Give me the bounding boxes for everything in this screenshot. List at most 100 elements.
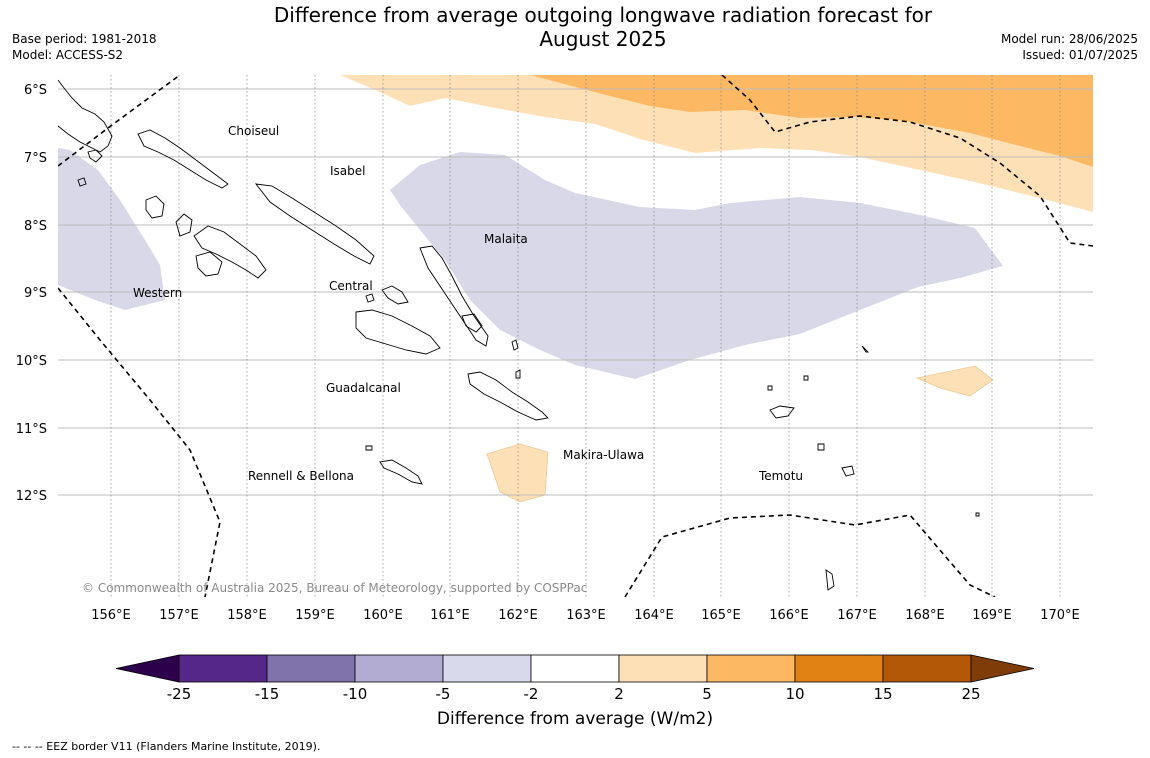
lat-label: 11°S: [16, 422, 47, 437]
coastlines: [58, 79, 980, 591]
lon-label: 163°E: [566, 608, 606, 623]
small-island-coast: [841, 465, 855, 477]
region-label-western: Western: [133, 286, 182, 300]
colorbar-tick-label: 25: [961, 685, 980, 703]
latitude-labels: 6°S 7°S 8°S 9°S 10°S 11°S 12°S: [16, 83, 47, 504]
region-label-guadalcanal: Guadalcanal: [326, 381, 401, 395]
region-label-isabel: Isabel: [330, 164, 365, 178]
eez-border-south-east: [624, 514, 996, 597]
small-island-coast: [803, 375, 809, 381]
colorbar-segment: [442, 654, 532, 683]
shortland-coast: [145, 195, 165, 219]
meta-left: Base period: 1981-2018 Model: ACCESS-S2: [12, 31, 157, 63]
issued-text: Issued: 01/07/2025: [1022, 48, 1138, 62]
colorbar-tick-label: -10: [343, 685, 368, 703]
colorbar-segment: [706, 654, 796, 683]
new-georgia-coast: [175, 213, 193, 237]
model-run-text: Model run: 28/06/2025: [1000, 32, 1138, 46]
lon-label: 164°E: [634, 608, 674, 623]
lat-label: 6°S: [24, 83, 47, 98]
eez-border-west: [58, 287, 221, 597]
meta-right: Model run: 28/06/2025 Issued: 01/07/2025: [1001, 31, 1138, 63]
province-labels: Choiseul Isabel Malaita Western Central …: [133, 124, 803, 483]
vella-lavella-coast: [195, 251, 223, 277]
region-label-central: Central: [329, 279, 373, 293]
lat-label: 7°S: [24, 151, 47, 166]
region-label-rennell-bellona: Rennell & Bellona: [248, 469, 354, 483]
santa-cruz-coast: [769, 405, 795, 419]
rennell-coast: [379, 459, 423, 485]
region-label-temotu: Temotu: [758, 469, 803, 483]
lon-label: 160°E: [363, 608, 403, 623]
small-island-coast: [825, 569, 835, 591]
colorbar-title: Difference from average (W/m2): [436, 709, 714, 729]
colorbar-arrow-high: [970, 654, 1035, 683]
small-malaita-coast: [461, 313, 483, 333]
colorbar-tick-label: 5: [702, 685, 712, 703]
colorbar-tick-label: -5: [436, 685, 451, 703]
title-line-1: Difference from average outgoing longwav…: [273, 3, 933, 27]
bougainville-coast: [58, 79, 113, 153]
lon-label: 159°E: [295, 608, 335, 623]
small-island-coast: [511, 339, 519, 351]
colorbar-segment: [530, 654, 620, 683]
colorbar-segment: [794, 654, 884, 683]
colorbar-tick-label: 10: [785, 685, 804, 703]
makira-coast: [467, 371, 549, 421]
longitude-labels: 156°E 157°E 158°E 159°E 160°E 161°E 162°…: [91, 608, 1080, 623]
anomaly-shading: [58, 75, 1093, 503]
lon-label: 165°E: [701, 608, 741, 623]
small-island-coast: [87, 149, 103, 163]
eez-border-north-east: [721, 75, 1093, 247]
colorbar-ticks: -25 -15 -10 -5 -2 2 5 10 15 25: [167, 685, 981, 703]
colorbar-segment: [618, 654, 708, 683]
bellona-coast: [365, 445, 373, 451]
lon-label: 168°E: [905, 608, 945, 623]
lon-label: 156°E: [91, 608, 131, 623]
model-text: Model: ACCESS-S2: [12, 48, 124, 62]
lon-label: 158°E: [227, 608, 267, 623]
copyright-text: © Commonwealth of Australia 2025, Bureau…: [82, 581, 587, 595]
region-label-malaita: Malaita: [484, 232, 528, 246]
colorbar-tick-label: 15: [873, 685, 892, 703]
colorbar: -25 -15 -10 -5 -2 2 5 10 15 25: [115, 654, 1035, 703]
colorbar-tick-label: 2: [614, 685, 624, 703]
choiseul-coast: [137, 129, 229, 189]
small-island-coast: [767, 385, 773, 391]
anomaly-area-pos-north-dark: [530, 75, 1093, 167]
anomaly-area-pos-east-small: [915, 365, 994, 397]
region-label-choiseul: Choiseul: [228, 124, 279, 138]
lon-label: 169°E: [972, 608, 1012, 623]
lat-label: 8°S: [24, 219, 47, 234]
anomaly-area-neg-west: [58, 148, 165, 310]
eez-border-north-west: [58, 75, 181, 167]
malaita-coast: [419, 245, 489, 347]
colorbar-tick-label: -25: [167, 685, 192, 703]
lon-label: 157°E: [159, 608, 199, 623]
colorbar-segments: [115, 654, 1035, 683]
lat-label: 10°S: [16, 354, 47, 369]
guadalcanal-coast: [355, 309, 441, 355]
anomaly-area-neg-central: [390, 152, 1003, 379]
isabel-coast: [254, 183, 375, 265]
small-island-coast: [817, 443, 825, 451]
lon-label: 161°E: [430, 608, 470, 623]
chart-title: Difference from average outgoing longwav…: [200, 3, 1006, 51]
latitude-gridlines: [58, 88, 1093, 496]
lon-label: 162°E: [498, 608, 538, 623]
lat-label: 9°S: [24, 286, 47, 301]
small-island-coast: [975, 512, 980, 517]
anomaly-area-pos-south-small: [486, 443, 549, 503]
title-line-2: August 2025: [539, 27, 667, 51]
new-georgia-group-coast: [193, 225, 267, 279]
small-island-coast: [861, 345, 870, 353]
lon-label: 170°E: [1040, 608, 1080, 623]
colorbar-tick-label: -15: [255, 685, 280, 703]
colorbar-tick-label: -2: [524, 685, 539, 703]
map-plot-area: © Commonwealth of Australia 2025, Bureau…: [58, 75, 1093, 597]
colorbar-segment: [354, 654, 444, 683]
lon-label: 167°E: [837, 608, 877, 623]
florida-islands-coast: [381, 285, 409, 305]
lat-label: 12°S: [16, 489, 47, 504]
map-panel: © Commonwealth of Australia 2025, Bureau…: [16, 75, 1093, 703]
